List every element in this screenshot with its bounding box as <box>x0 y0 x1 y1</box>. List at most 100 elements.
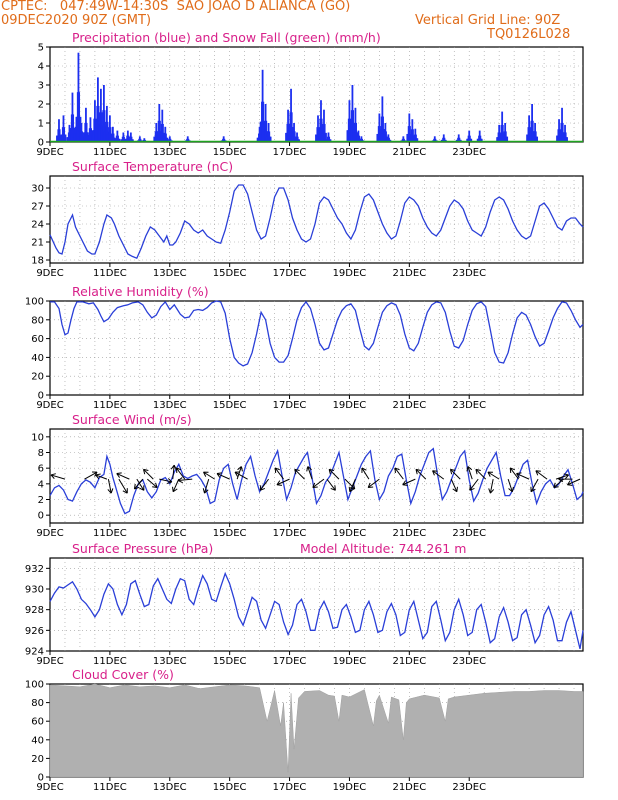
x-tick-label: 11DEC <box>93 528 127 539</box>
wind-arrow-head <box>553 482 559 489</box>
y-tick-label: 100 <box>25 297 44 308</box>
wind-arrow <box>328 468 340 480</box>
x-tick-label: 17DEC <box>273 268 307 279</box>
x-tick-label: 19DEC <box>333 782 367 793</box>
wind-arrow <box>172 478 180 492</box>
wind-arrow-head <box>312 482 318 489</box>
wind-arrow-head <box>394 467 400 473</box>
wind-arrow-head <box>202 488 209 494</box>
x-tick-label: 23DEC <box>452 268 486 279</box>
wind-arrow-head <box>237 466 243 472</box>
wind-arrow <box>361 467 370 480</box>
wind-arrow-head <box>349 483 356 490</box>
x-tick-label: 19DEC <box>333 147 367 158</box>
y-tick-label: 926 <box>25 626 44 637</box>
panel-precip: 0 1 2 3 4 5 9DEC 11DEC 13DEC 15DEC 17DEC 19DEC 21DEC… <box>36 30 584 158</box>
series-line <box>50 300 584 367</box>
wind-arrow-head <box>475 468 481 475</box>
y-tick-label: 20 <box>31 754 44 765</box>
y-tick-label: 4 <box>38 62 44 73</box>
wind-arrow <box>326 478 336 491</box>
precip-bar <box>325 132 327 142</box>
panel-title: Cloud Cover (%) <box>72 667 174 682</box>
wind-arrow-head <box>294 468 300 475</box>
y-tick-label: 100 <box>25 680 44 691</box>
x-tick-label: 15DEC <box>213 782 247 793</box>
wind-arrow <box>307 466 313 480</box>
y-tick-label: 0 <box>38 773 44 784</box>
y-tick-label: 924 <box>25 647 44 658</box>
precip-bar <box>480 138 483 142</box>
y-tick-label: 0 <box>38 391 44 402</box>
wind-arrow <box>469 478 479 491</box>
wind-arrow <box>259 478 269 491</box>
panel-temp: 18 21 24 27 30 9DEC 11DEC 13DEC 15DEC 17DEC 19DEC 2… <box>31 159 584 279</box>
plot-frame <box>49 300 584 396</box>
x-tick-label: 11DEC <box>93 656 127 667</box>
wind-arrow-head <box>274 467 280 473</box>
panel-wind: 0 2 4 6 8 10 9DEC 11DEC 13DEC 15DEC 17DEC 19DEC 21DE… <box>31 412 584 539</box>
x-tick-label: 11DEC <box>93 400 127 411</box>
wind-arrow-head <box>535 470 541 476</box>
precip-bar <box>416 138 419 142</box>
y-tick-label: 0 <box>38 138 44 149</box>
precip-bar <box>166 137 169 142</box>
x-tick-label: 13DEC <box>153 147 187 158</box>
x-tick-label: 17DEC <box>273 147 307 158</box>
wind-arrow <box>203 471 215 480</box>
x-tick-label: 13DEC <box>153 268 187 279</box>
wind-arrow-head <box>488 488 495 494</box>
x-tick-label: 21DEC <box>392 268 426 279</box>
x-tick-label: 15DEC <box>213 400 247 411</box>
series-line <box>49 184 584 260</box>
y-tick-label: 928 <box>25 605 44 616</box>
y-tick-label: 80 <box>31 315 44 326</box>
wind-arrow <box>146 478 158 488</box>
x-tick-label: 19DEC <box>333 528 367 539</box>
x-tick-label: 21DEC <box>392 656 426 667</box>
x-tick-label: 23DEC <box>452 147 486 158</box>
precip-bar <box>118 138 121 142</box>
x-tick-label: 19DEC <box>333 656 367 667</box>
wind-arrow <box>516 473 530 480</box>
x-tick-label: 15DEC <box>213 528 247 539</box>
wind-arrow <box>50 474 66 480</box>
plot-frame <box>49 428 584 524</box>
wind-arrow-head <box>330 485 336 491</box>
wind-arrow <box>535 470 548 480</box>
wind-arrow-head <box>216 472 223 478</box>
wind-arrow <box>118 478 128 494</box>
series-line <box>49 447 584 515</box>
wind-arrow <box>276 478 290 486</box>
wind-arrow-head <box>516 472 522 478</box>
y-tick-label: 60 <box>31 334 44 345</box>
y-tick-label: 0 <box>38 511 44 522</box>
plot-frame <box>49 557 584 652</box>
y-tick-label: 40 <box>31 735 44 746</box>
x-tick-label: 11DEC <box>93 268 127 279</box>
x-tick-label: 21DEC <box>392 528 426 539</box>
wind-arrow-head <box>509 467 516 473</box>
wind-arrow-head <box>487 471 493 477</box>
wind-arrow <box>136 478 145 491</box>
wind-arrow <box>134 478 144 490</box>
panel-title: Surface Wind (m/s) <box>72 412 192 427</box>
precip-bar <box>64 134 67 142</box>
wind-arrow-head <box>415 468 421 475</box>
precip-bar <box>536 136 539 142</box>
wind-arrow <box>143 468 154 480</box>
wind-arrow-head <box>402 480 408 486</box>
wind-arrow-head <box>259 485 266 491</box>
x-tick-label: 15DEC <box>213 656 247 667</box>
wind-arrow <box>487 471 500 480</box>
wind-arrow-head <box>508 486 514 493</box>
x-tick-label: 13DEC <box>153 528 187 539</box>
panel-rh: 0 20 40 60 80 100 9DEC 11DEC 13DEC 15DEC 17DEC 19DE… <box>25 284 584 411</box>
precip-bar <box>269 136 272 142</box>
panel-title: Surface Temperature (nC) <box>72 159 233 174</box>
wind-arrow <box>236 466 242 480</box>
header-date: 09DEC2020 90Z (GMT) <box>1 13 152 28</box>
wind-arrow-head <box>276 480 282 486</box>
precip-bar <box>506 136 509 142</box>
wind-arrow <box>178 478 193 482</box>
